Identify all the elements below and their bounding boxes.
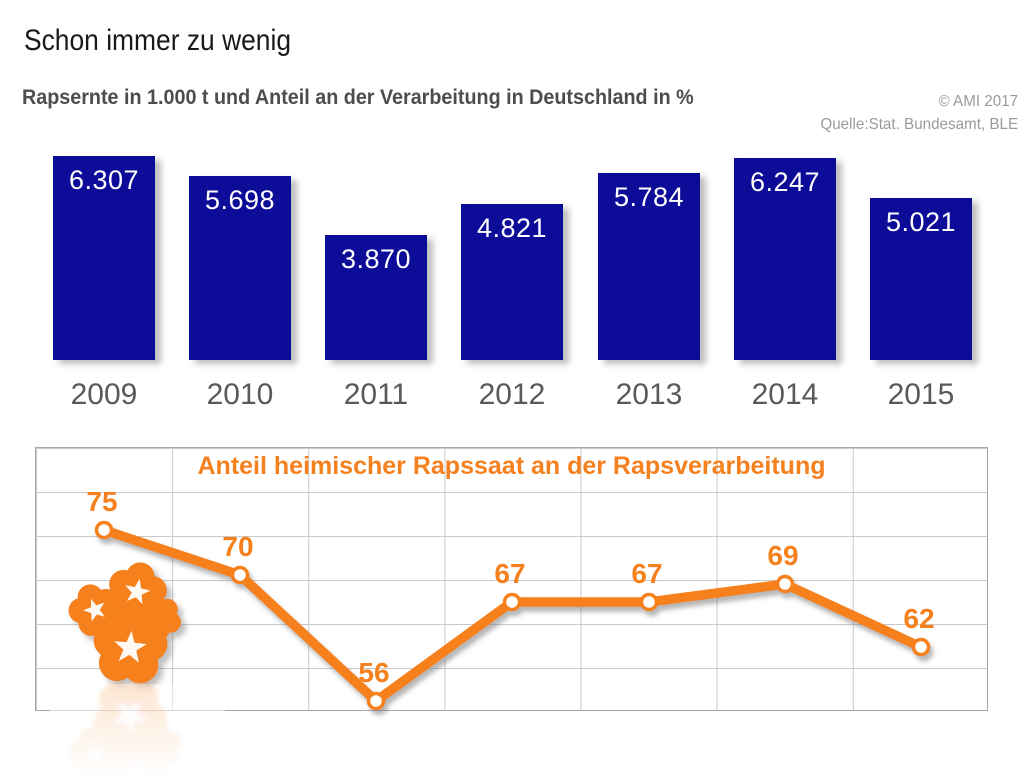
credits-block: © AMI 2017 Quelle:Stat. Bundesamt, BLE — [820, 90, 1018, 136]
bar-value-label: 5.784 — [613, 182, 685, 212]
page-title: Schon immer zu wenig — [24, 24, 292, 57]
bar-value-label: 5.021 — [885, 207, 957, 237]
x-axis-label-2010: 2010 — [206, 378, 274, 411]
x-axis-label-2011: 2011 — [343, 378, 409, 411]
bar-value-label: 6.247 — [749, 167, 821, 197]
line-chart-title: Anteil heimischer Rapssaat an der Rapsve… — [197, 452, 826, 480]
bar-2014: 6.247 — [734, 158, 836, 360]
bar-2012: 4.821 — [461, 204, 563, 360]
source-text: Quelle:Stat. Bundesamt, BLE — [820, 116, 1018, 133]
x-axis-label-2012: 2012 — [478, 378, 546, 411]
bar-value-label: 5.698 — [204, 185, 276, 215]
bar-value-label: 6.307 — [68, 165, 140, 195]
bar-value-label: 4.821 — [476, 213, 548, 243]
x-axis-label-2009: 2009 — [70, 378, 138, 411]
copyright-text: © AMI 2017 — [938, 93, 1018, 110]
bar-2015: 5.021 — [870, 198, 972, 360]
bar-2013: 5.784 — [598, 173, 700, 360]
x-axis-label-2014: 2014 — [751, 378, 819, 411]
chart-subtitle: Rapsernte in 1.000 t und Anteil an der V… — [22, 86, 694, 109]
x-axis-label-2015: 2015 — [887, 378, 955, 411]
x-axis-label-2013: 2013 — [615, 378, 683, 411]
line-chart-grid — [35, 447, 988, 711]
bar-2011: 3.870 — [325, 235, 427, 360]
bar-2010: 5.698 — [189, 176, 291, 360]
bar-value-label: 3.870 — [340, 244, 412, 274]
bar-2009: 6.307 — [53, 156, 155, 360]
